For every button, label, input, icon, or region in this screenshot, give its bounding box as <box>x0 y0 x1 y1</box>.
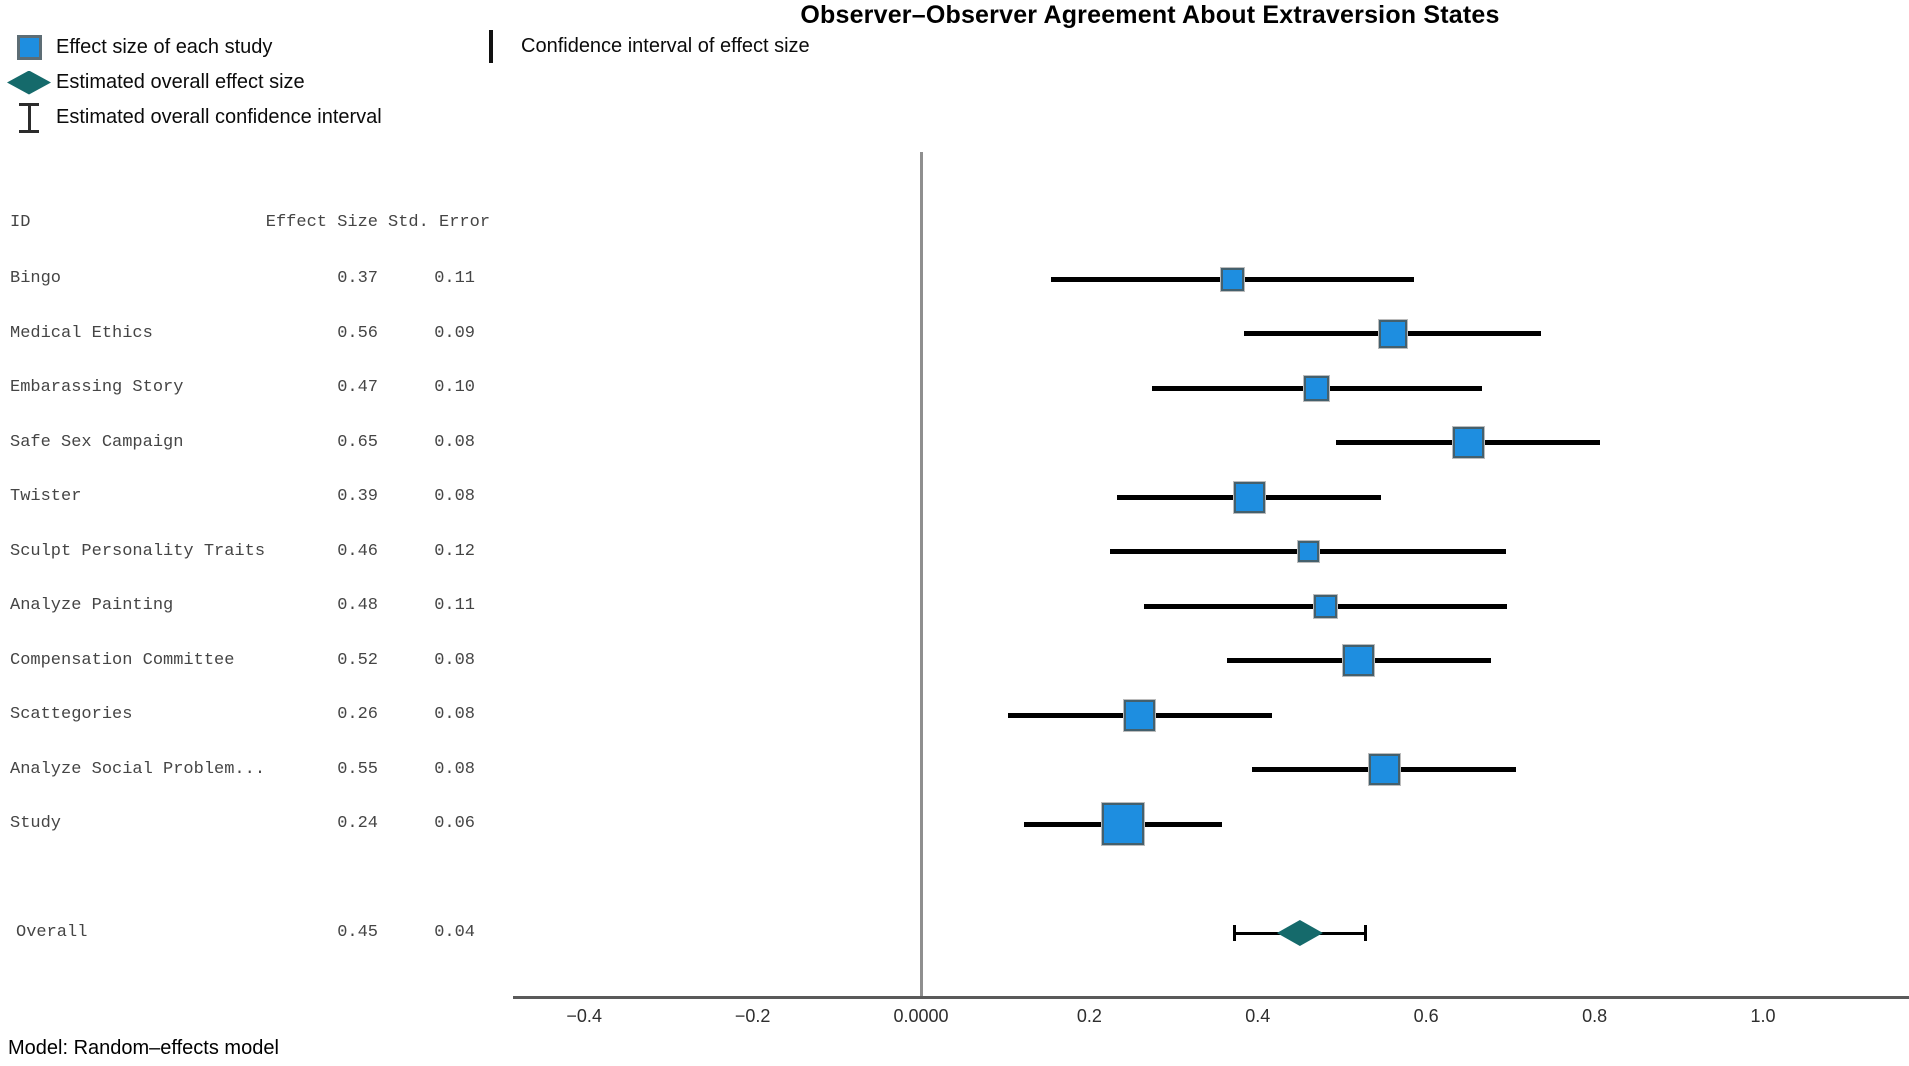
study-std-error: 0.08 <box>434 705 475 724</box>
study-effect-size: 0.47 <box>337 378 378 397</box>
chart-title: Observer–Observer Agreement About Extrav… <box>800 1 1500 29</box>
model-note: Model: Random–effects model <box>8 1037 279 1059</box>
study-id: Safe Sex Campaign <box>10 432 184 452</box>
table-row: Overall 0.45 0.04 <box>0 923 515 943</box>
study-std-error: 0.11 <box>434 596 475 615</box>
legend-item-label: Confidence interval of effect size <box>521 35 810 57</box>
effect-square <box>1342 644 1376 677</box>
study-id: Bingo <box>10 269 62 288</box>
effect-square <box>1303 374 1331 402</box>
table-row: Safe Sex Campaign 0.65 0.08 <box>0 433 515 453</box>
axis-tick-label: 0.8 <box>1582 1006 1608 1026</box>
effect-square <box>1123 698 1157 732</box>
study-effect-size: 0.26 <box>337 705 378 724</box>
study-table-header: ID Effect Size Std. Error <box>0 213 515 233</box>
effect-square <box>1232 480 1266 514</box>
axis-tick-label: 1.0 <box>1750 1006 1776 1026</box>
legend-item-label: Effect size of each study <box>56 36 273 58</box>
axis-tick-label: 0.0000 <box>893 1006 949 1026</box>
study-std-error: 0.08 <box>434 650 475 670</box>
study-effect-size: 0.65 <box>337 432 378 452</box>
study-id: Analyze Social Problem... <box>10 759 266 779</box>
study-id: Medical Ethics <box>10 323 153 343</box>
legend-item-ci: Confidence interval of effect size <box>489 30 810 63</box>
axis-tick-label: −0.4 <box>566 1006 602 1026</box>
zero-reference-line <box>919 152 923 998</box>
study-id: Scattegories <box>10 705 133 724</box>
effect-square <box>1367 753 1401 786</box>
table-row: Analyze Social Problem... 0.55 0.08 <box>0 760 515 780</box>
study-effect-size: 0.55 <box>337 759 378 779</box>
table-row: Analyze Painting 0.48 0.11 <box>0 596 515 616</box>
effect-square <box>1101 802 1146 846</box>
header-effect-size: Effect Size <box>265 213 378 232</box>
legend-item-label: Estimated overall confidence interval <box>56 106 382 128</box>
study-effect-size: 0.52 <box>337 650 378 670</box>
study-id: Twister <box>10 487 82 506</box>
axis-tick-label: −0.2 <box>734 1006 771 1026</box>
study-effect-size: 0.37 <box>337 269 378 288</box>
table-row: Embarassing Story 0.47 0.10 <box>0 378 515 398</box>
study-std-error: 0.06 <box>434 814 475 833</box>
effect-square <box>1296 540 1320 563</box>
legend-item-overall-ci: Estimated overall confidence interval <box>6 100 382 135</box>
effect-square <box>1451 426 1485 459</box>
study-std-error: 0.10 <box>434 378 475 397</box>
study-effect-size: 0.39 <box>337 487 378 506</box>
axis-tick-label: 0.2 <box>1076 1006 1102 1026</box>
axis-tick-label: 0.6 <box>1413 1006 1439 1026</box>
study-std-error: 0.08 <box>434 432 475 452</box>
overall-diamond <box>1276 920 1323 946</box>
legend-item-effect-size: Effect size of each study <box>6 30 382 65</box>
study-std-error: 0.04 <box>434 923 475 942</box>
effect-square <box>1312 593 1338 619</box>
overall-ci-ibeam-icon <box>6 102 52 133</box>
header-id: ID <box>10 213 31 232</box>
study-std-error: 0.09 <box>434 323 475 343</box>
study-std-error: 0.08 <box>434 487 475 506</box>
study-effect-size: 0.48 <box>337 596 378 615</box>
axis-tick-label: 0.4 <box>1245 1006 1271 1026</box>
ci-bar-icon <box>489 30 493 63</box>
table-row: Medical Ethics 0.56 0.09 <box>0 324 515 344</box>
table-row: Twister 0.39 0.08 <box>0 487 515 507</box>
study-id: Compensation Committee <box>10 650 235 670</box>
legend-item-overall-effect: Estimated overall effect size <box>6 65 382 100</box>
effect-square-icon <box>6 35 52 60</box>
study-id: Analyze Painting <box>10 596 174 615</box>
overall-ci-cap-left <box>1232 925 1236 941</box>
table-row: Study 0.24 0.06 <box>0 814 515 834</box>
table-row: Bingo 0.37 0.11 <box>0 269 515 289</box>
x-axis-line <box>513 996 1909 999</box>
study-std-error: 0.12 <box>434 541 475 561</box>
legend-item-label: Estimated overall effect size <box>56 71 305 93</box>
effect-square <box>1220 266 1246 292</box>
study-effect-size: 0.46 <box>337 541 378 561</box>
legend: Effect size of each study Estimated over… <box>6 30 382 135</box>
overall-diamond-icon <box>6 70 52 95</box>
study-std-error: 0.08 <box>434 759 475 779</box>
study-id: Embarassing Story <box>10 378 184 397</box>
study-std-error: 0.11 <box>434 269 475 288</box>
overall-ci-cap-right <box>1363 925 1367 941</box>
study-id: Study <box>10 814 62 833</box>
study-effect-size: 0.45 <box>337 923 378 942</box>
study-id: Sculpt Personality Traits <box>10 541 266 561</box>
table-row: Compensation Committee 0.52 0.08 <box>0 651 515 671</box>
study-id: Overall <box>16 923 88 942</box>
header-std-error: Std. Error <box>388 213 491 232</box>
study-effect-size: 0.24 <box>337 814 378 833</box>
table-row: Sculpt Personality Traits 0.46 0.12 <box>0 542 515 562</box>
effect-square <box>1377 318 1408 349</box>
study-effect-size: 0.56 <box>337 323 378 343</box>
table-row: Scattegories 0.26 0.08 <box>0 705 515 725</box>
